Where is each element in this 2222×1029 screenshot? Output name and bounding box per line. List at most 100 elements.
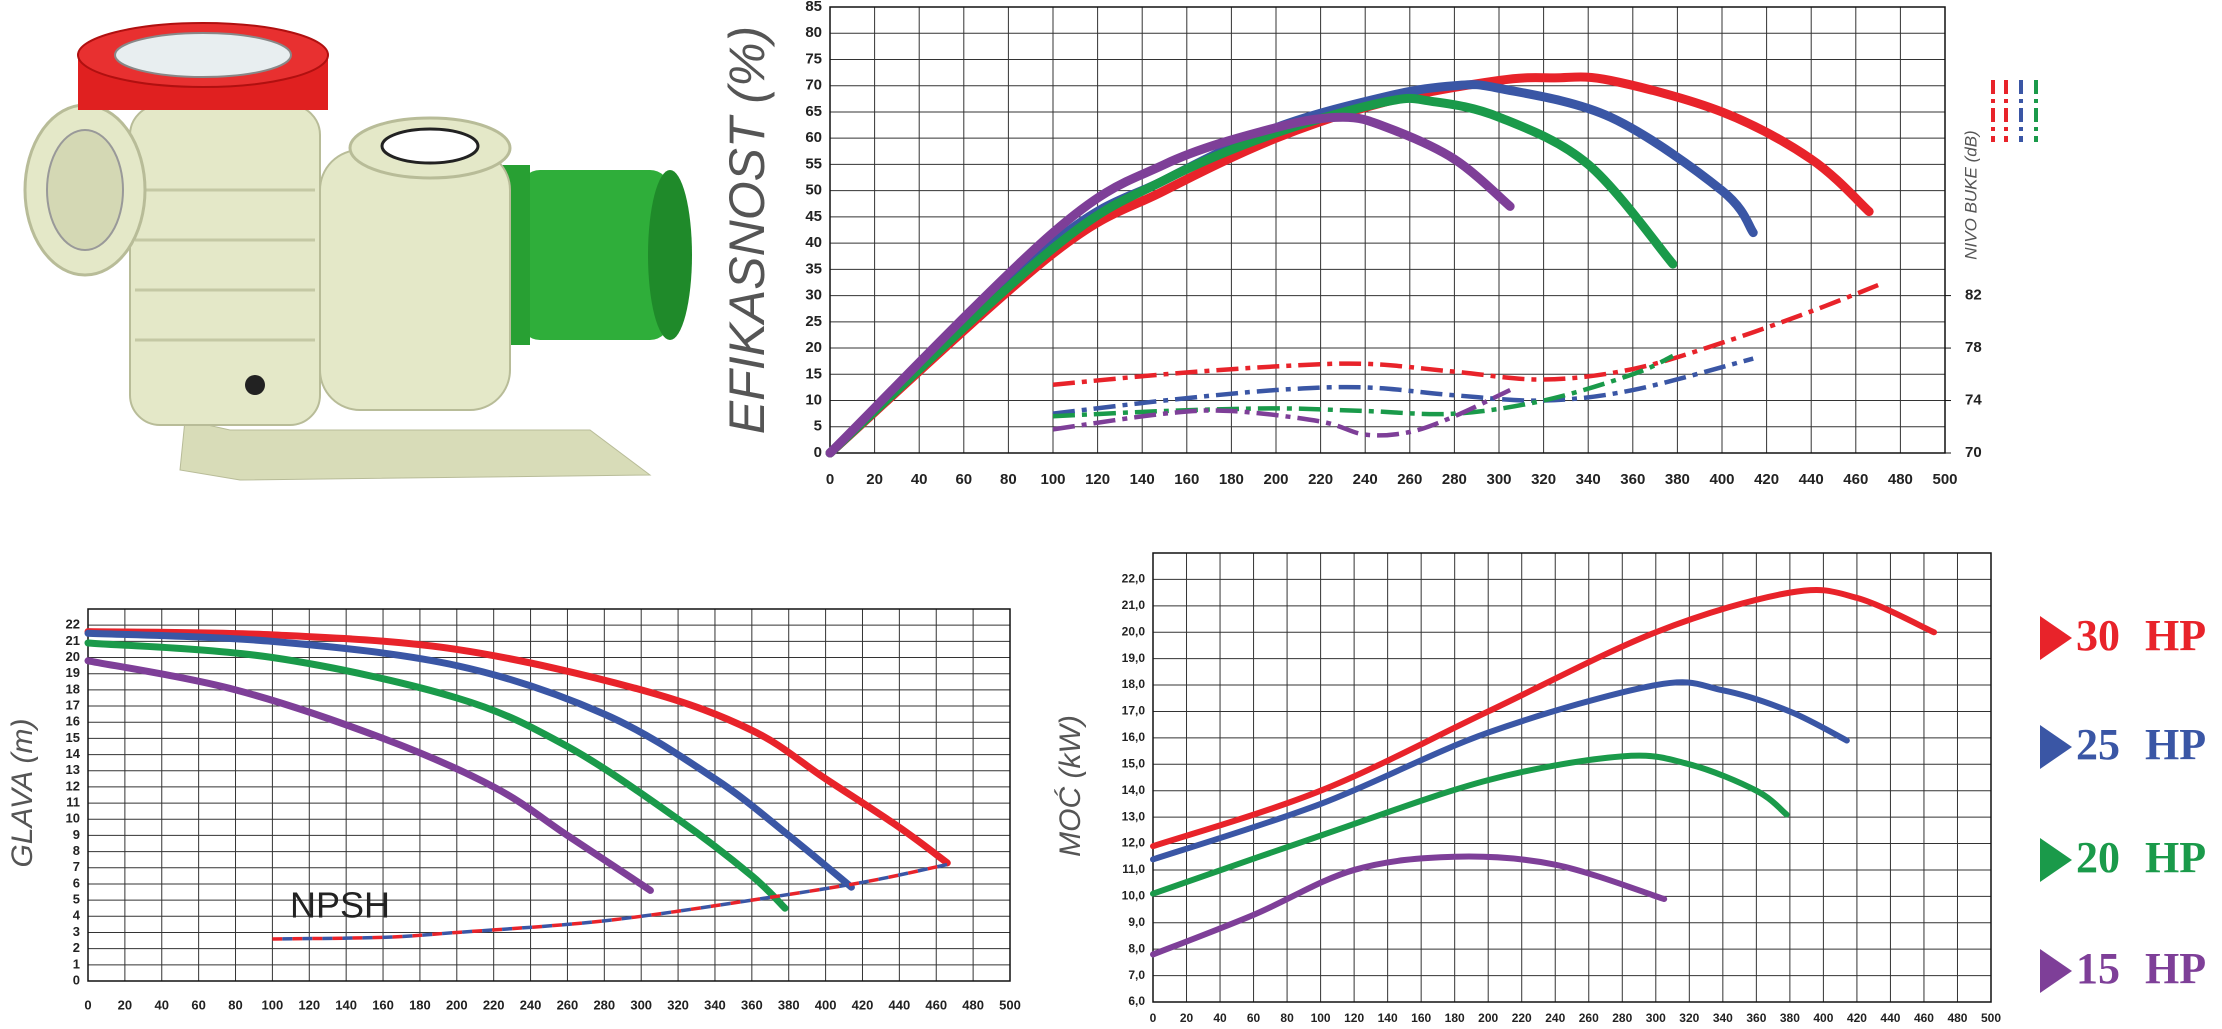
legend-label: 25 HP: [2076, 720, 2206, 769]
y-tick-label: 45: [805, 208, 822, 225]
x-tick-label: 200: [1478, 1011, 1498, 1025]
y-tick-label: 10: [805, 391, 822, 408]
x-tick-label: 380: [1780, 1011, 1800, 1025]
x-tick-label: 40: [1213, 1011, 1227, 1025]
x-tick-label: 280: [1612, 1011, 1632, 1025]
y-tick-label: 15: [66, 730, 80, 745]
x-tick-label: 220: [1512, 1011, 1532, 1025]
y-tick-label: 30: [805, 287, 822, 304]
y-tick-label: 0: [73, 972, 80, 987]
x-tick-label: 240: [520, 997, 542, 1012]
x-tick-label: 140: [335, 997, 357, 1012]
y-tick-label: 1: [73, 956, 80, 971]
y-tick-label: 40: [805, 234, 822, 251]
y-tick-label: 7,0: [1128, 968, 1145, 982]
y-tick-label: 10,0: [1122, 889, 1146, 903]
x-tick-label: 420: [852, 997, 874, 1012]
plot-frame: [1152, 552, 1992, 1003]
x-tick-label: 400: [1813, 1011, 1833, 1025]
x-tick-label: 500: [1932, 471, 1957, 488]
y-tick-label: 25: [805, 313, 822, 330]
x-tick-label: 160: [1411, 1011, 1431, 1025]
x-tick-label: 340: [704, 997, 726, 1012]
annotation: NPSH: [290, 885, 390, 926]
y-tick-label: 8: [73, 843, 80, 858]
series-line: [825, 112, 1515, 458]
y-axis-label: MOĆ (kW): [1054, 715, 1087, 857]
y-axis-label: EFIKASNOST (%): [719, 26, 775, 434]
x-tick-label: 20: [866, 471, 883, 488]
y-axis-label: GLAVA (m): [6, 719, 39, 868]
y-tick-label: 60: [805, 129, 822, 146]
y-tick-label: 4: [73, 908, 81, 923]
y-tick-label: 6: [73, 875, 80, 890]
series-line: [1150, 853, 1668, 958]
y-tick-label: 19,0: [1122, 651, 1146, 665]
pump-illustration: [23, 22, 692, 481]
x-tick-label: 280: [593, 997, 615, 1012]
motor-end: [648, 170, 692, 340]
y2-tick-label: 78: [1965, 339, 1982, 356]
y-tick-label: 6,0: [1128, 994, 1145, 1008]
y-tick-label: 16: [66, 714, 80, 729]
y-tick-label: 13,0: [1122, 809, 1146, 823]
y-tick-label: 15: [805, 365, 822, 382]
y-tick-label: 0: [814, 444, 822, 461]
x-tick-label: 180: [1219, 471, 1244, 488]
legend-label: 30 HP: [2076, 611, 2206, 660]
x-tick-label: 340: [1576, 471, 1601, 488]
x-tick-label: 60: [1247, 1011, 1261, 1025]
x-tick-label: 160: [372, 997, 394, 1012]
noise-legend-marks: [1991, 80, 2038, 142]
y-tick-label: 14,0: [1122, 783, 1146, 797]
legend-marker: [2040, 949, 2072, 993]
y2-axis-label: NIVO BUKE (dB): [1961, 130, 1980, 259]
series-line: [1052, 387, 1512, 438]
plot-frame: [87, 608, 1011, 982]
y-tick-label: 12,0: [1122, 836, 1146, 850]
x-tick-label: 0: [84, 997, 91, 1012]
volute: [319, 149, 511, 411]
x-tick-label: 420: [1754, 471, 1779, 488]
y-tick-label: 10: [66, 811, 80, 826]
x-tick-label: 460: [1843, 471, 1868, 488]
y-tick-label: 22: [66, 617, 80, 632]
x-tick-label: 80: [1000, 471, 1017, 488]
y-tick-label: 80: [805, 24, 822, 41]
series-line: [1052, 353, 1674, 419]
y-tick-label: 16,0: [1122, 730, 1146, 744]
y-tick-label: 21,0: [1122, 598, 1146, 612]
series-line: [1052, 356, 1754, 416]
x-tick-label: 500: [999, 997, 1021, 1012]
series-line: [1150, 752, 1790, 897]
x-tick-label: 240: [1353, 471, 1378, 488]
lid-window: [114, 32, 292, 78]
y-tick-label: 3: [73, 924, 80, 939]
series-line: [84, 629, 855, 891]
y-tick-label: 15,0: [1122, 756, 1146, 770]
x-tick-label: 320: [667, 997, 689, 1012]
x-tick-label: 0: [1150, 1011, 1157, 1025]
x-tick-label: 20: [118, 997, 132, 1012]
y-tick-label: 11,0: [1122, 862, 1145, 876]
x-tick-label: 220: [483, 997, 505, 1012]
series-line: [272, 862, 948, 941]
x-tick-label: 500: [1981, 1011, 2001, 1025]
x-tick-label: 80: [1280, 1011, 1294, 1025]
x-tick-label: 460: [1914, 1011, 1934, 1025]
x-tick-label: 420: [1847, 1011, 1867, 1025]
legend-label: 20 HP: [2076, 833, 2206, 882]
x-tick-label: 300: [1486, 471, 1511, 488]
x-tick-label: 260: [1579, 1011, 1599, 1025]
inlet-hole: [46, 129, 124, 251]
outlet-hole: [380, 127, 480, 165]
y-tick-label: 70: [805, 77, 822, 94]
y-tick-label: 11: [66, 795, 80, 810]
y-tick-label: 75: [805, 50, 822, 67]
y-tick-label: 20: [805, 339, 822, 356]
y-tick-label: 18: [66, 681, 80, 696]
x-tick-label: 20: [1180, 1011, 1194, 1025]
x-tick-label: 340: [1713, 1011, 1733, 1025]
y-tick-label: 18,0: [1122, 677, 1146, 691]
